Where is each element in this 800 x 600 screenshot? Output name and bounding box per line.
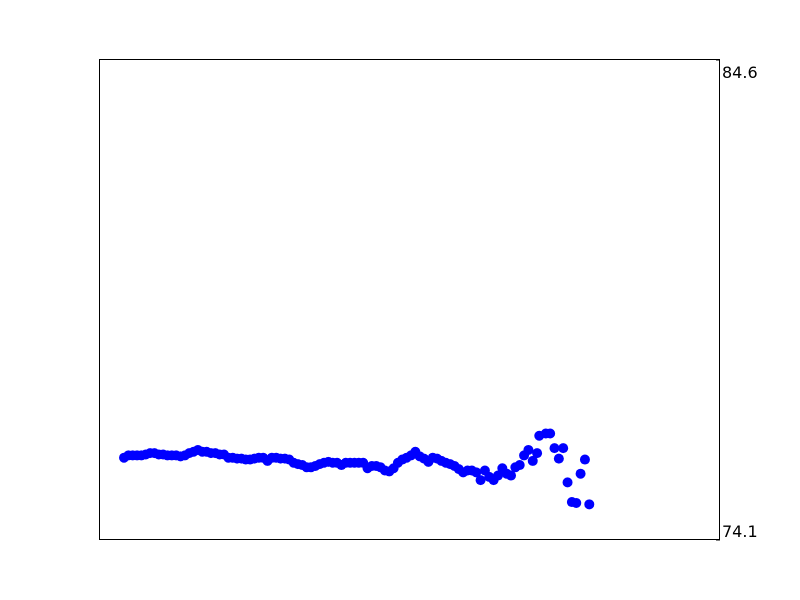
plot-frame (99, 59, 720, 540)
data-point (584, 499, 595, 510)
data-point (527, 455, 538, 466)
data-points (119, 428, 595, 510)
data-point (506, 470, 517, 481)
y-tick-label-top: 84.6 (722, 63, 758, 82)
data-point (532, 448, 543, 459)
data-point (553, 453, 564, 464)
data-point (471, 467, 482, 478)
data-point (492, 470, 503, 481)
data-point (549, 443, 560, 454)
y-tick-label-bottom: 74.1 (722, 522, 758, 541)
data-point (523, 444, 534, 455)
data-point (558, 443, 569, 454)
data-point (579, 454, 590, 465)
data-point (575, 468, 586, 479)
data-point (571, 497, 582, 508)
data-point (562, 477, 573, 488)
data-point (514, 460, 525, 471)
data-point (475, 475, 486, 486)
data-point (545, 428, 556, 439)
